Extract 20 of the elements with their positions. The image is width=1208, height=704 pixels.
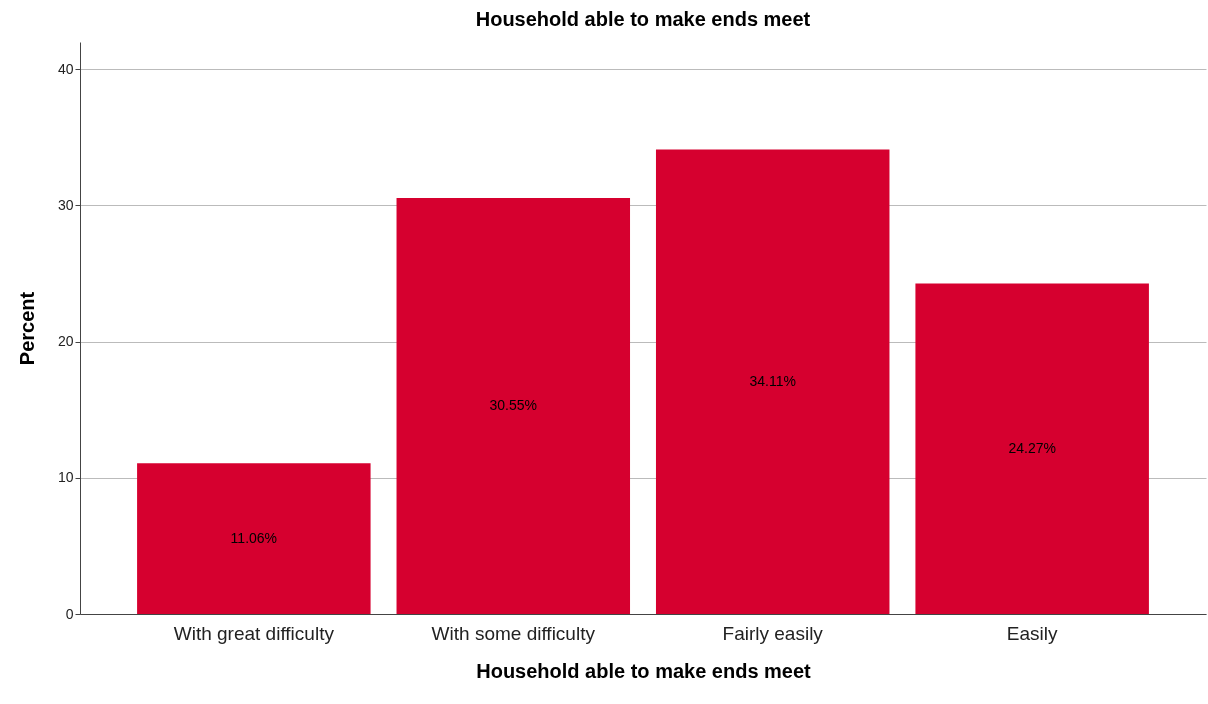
data-label: 30.55% [489, 396, 538, 413]
bar [137, 463, 371, 614]
x-tick-label: Easily [1006, 622, 1059, 644]
data-label: 34.11% [749, 372, 796, 389]
bar [396, 197, 631, 614]
y-axis-title: Percent [15, 291, 38, 366]
y-tick-label: 10 [57, 469, 74, 486]
y-tick-label: 20 [57, 333, 74, 350]
y-tick-label: 30 [57, 196, 74, 213]
chart-title: Household able to make ends meet [475, 8, 811, 30]
x-tick-label: With some difficulty [431, 622, 596, 644]
y-tick-label: 0 [65, 605, 74, 622]
x-tick-label: With great difficulty [173, 622, 335, 644]
y-tick-label: 40 [57, 60, 74, 77]
data-label: 11.06% [230, 529, 278, 546]
x-axis-title: Household able to make ends meet [476, 659, 812, 682]
x-tick-label: Fairly easily [722, 622, 824, 644]
bar [655, 149, 890, 614]
bar [915, 283, 1149, 614]
data-label: 24.27% [1008, 439, 1056, 456]
